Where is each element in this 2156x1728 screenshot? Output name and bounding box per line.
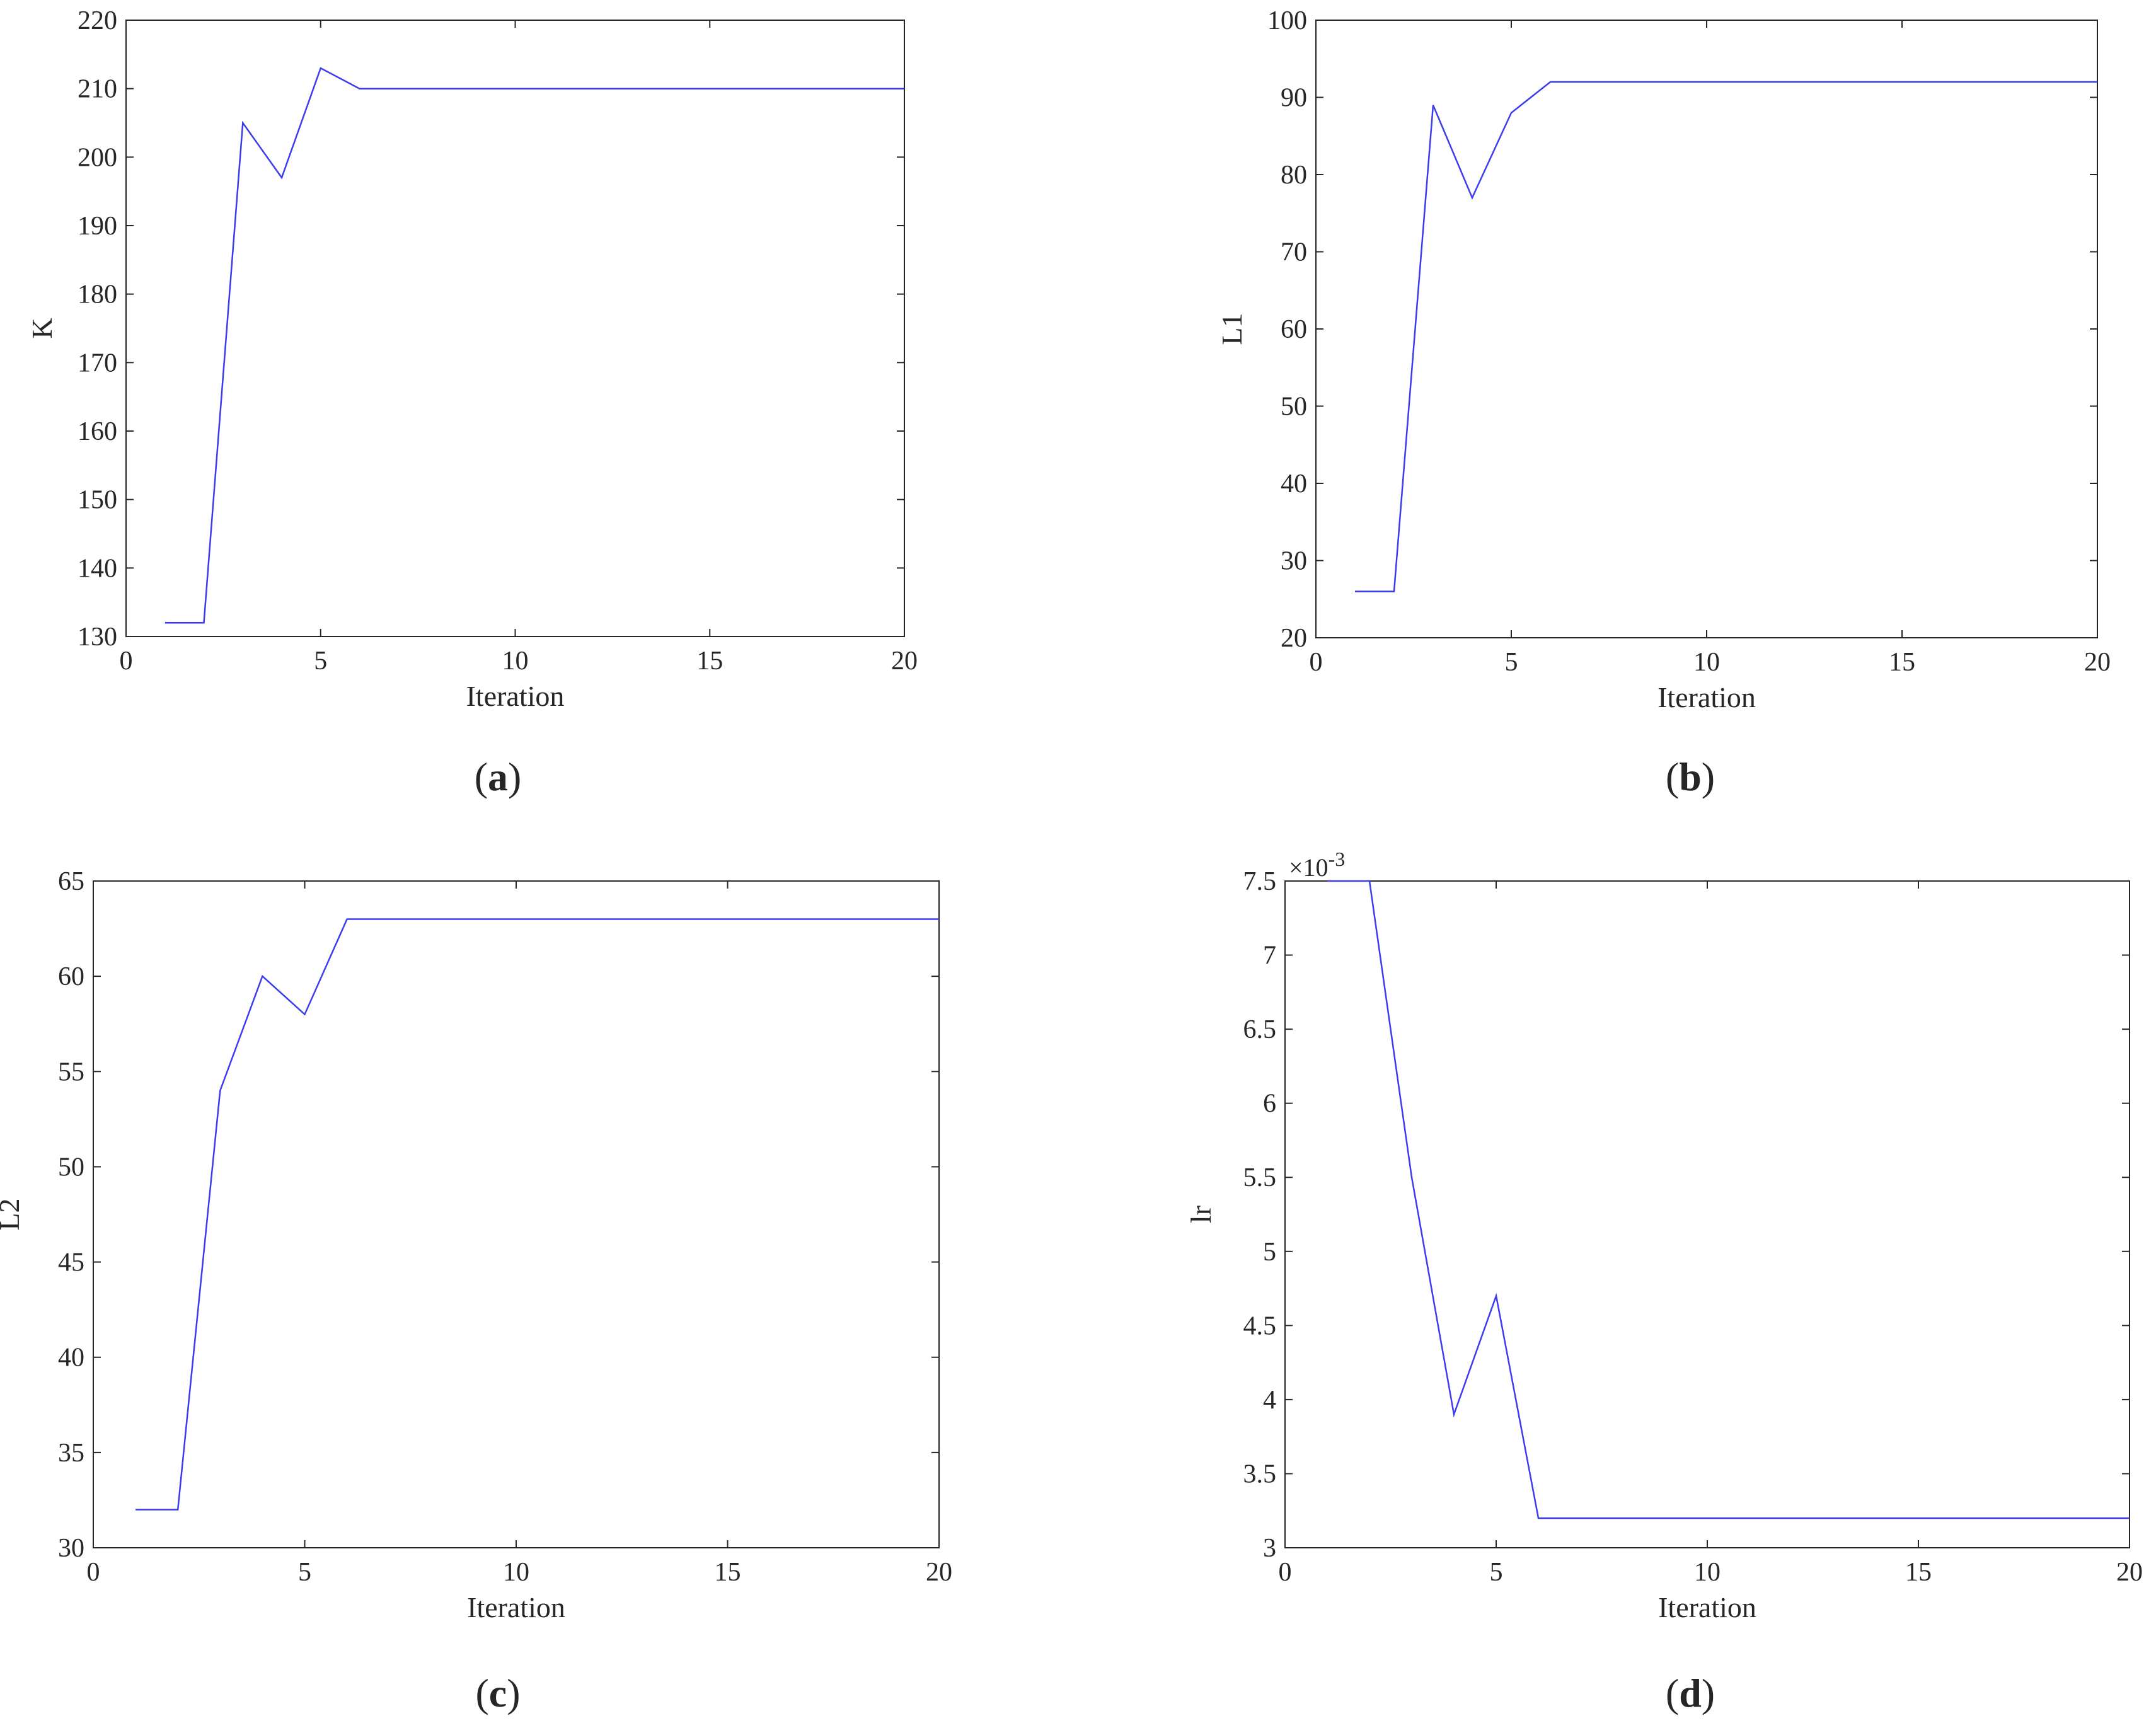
series-line <box>164 67 904 624</box>
x-axis-label: Iteration <box>466 680 565 712</box>
y-tick-label: 160 <box>78 417 117 446</box>
y-tick-label: 180 <box>78 280 117 309</box>
y-tick-label: 4 <box>1263 1386 1276 1415</box>
y-tick-label: 150 <box>78 486 117 515</box>
plot-area <box>1284 880 2130 1548</box>
x-tick-label: 10 <box>1694 1558 1721 1587</box>
y-axis-label: L2 <box>0 1198 25 1230</box>
y-tick-label: 90 <box>1281 84 1307 113</box>
plot-area <box>93 880 940 1548</box>
series-line <box>135 918 939 1511</box>
x-axis-label: Iteration <box>1658 1591 1756 1623</box>
y-tick-label: 5 <box>1263 1238 1276 1267</box>
x-tick-label: 0 <box>1310 648 1323 677</box>
y-tick-label: 60 <box>1281 315 1307 344</box>
y-tick-label: 45 <box>58 1248 84 1277</box>
x-tick-label: 20 <box>2084 648 2111 677</box>
y-exponent-power: -3 <box>1329 848 1346 870</box>
y-exponent-base: ×10 <box>1289 853 1329 882</box>
y-axis-label: K <box>26 318 58 338</box>
y-tick-label: 6.5 <box>1243 1015 1277 1044</box>
x-axis-label: Iteration <box>467 1591 565 1623</box>
x-tick-label: 0 <box>87 1558 100 1587</box>
y-tick-label: 40 <box>1281 469 1307 498</box>
x-tick-label: 20 <box>891 647 918 676</box>
y-tick-label: 3 <box>1263 1534 1276 1563</box>
x-tick-label: 20 <box>926 1558 952 1587</box>
panel-a: (a) 0 5 10 15 20 130 140 150 160 170 180 190 200 210 2… <box>26 6 918 799</box>
y-tick-label: 30 <box>1281 547 1307 576</box>
y-tick-label: 7.5 <box>1243 867 1277 896</box>
x-tick-label: 5 <box>1490 1558 1503 1587</box>
x-tick-label: 10 <box>502 647 529 676</box>
x-tick-label: 5 <box>298 1558 311 1587</box>
y-tick-label: 3.5 <box>1243 1460 1277 1489</box>
y-tick-label: 50 <box>1281 393 1307 422</box>
panel-d: (d) 0 5 10 15 20 3 3.5 4 4.5 5 5.5 6 6.5 7 7.5 ×10-3 Ite… <box>1185 848 2143 1715</box>
y-tick-label: 60 <box>58 962 84 991</box>
y-tick-label: 4.5 <box>1243 1311 1277 1340</box>
panel-a-caption-letter: a <box>488 754 508 799</box>
x-tick-label: 5 <box>314 647 327 676</box>
x-tick-label: 5 <box>1505 648 1518 677</box>
plot-area <box>125 20 905 637</box>
y-tick-label: 140 <box>78 554 117 583</box>
y-tick-label: 6 <box>1263 1090 1276 1119</box>
series-line <box>1327 880 2130 1519</box>
y-tick-label: 130 <box>78 623 117 652</box>
panel-c-caption: (c) <box>475 1671 520 1715</box>
y-tick-label: 20 <box>1281 624 1307 653</box>
y-tick-label: 65 <box>58 867 84 896</box>
panel-a-caption: (a) <box>475 754 522 799</box>
panel-b: (b) 0 5 10 15 20 20 30 40 50 60 70 80 90 100 Iteration… <box>1216 6 2111 799</box>
y-tick-label: 210 <box>78 75 117 104</box>
x-tick-label: 20 <box>2116 1558 2143 1587</box>
y-tick-label: 40 <box>58 1344 84 1373</box>
panel-b-caption-letter: b <box>1679 754 1702 799</box>
y-exponent-label: ×10-3 <box>1289 848 1345 882</box>
y-axis-label: lr <box>1185 1206 1217 1223</box>
series-line <box>1355 81 2097 592</box>
x-tick-label: 0 <box>1279 1558 1292 1587</box>
y-tick-label: 80 <box>1281 161 1307 190</box>
y-tick-label: 55 <box>58 1057 84 1086</box>
x-tick-label: 15 <box>696 647 723 676</box>
panel-d-caption-letter: d <box>1679 1671 1702 1715</box>
panel-d-caption: (d) <box>1666 1671 1715 1715</box>
x-axis-label: Iteration <box>1657 681 1756 713</box>
panel-b-caption: (b) <box>1666 754 1715 799</box>
y-tick-label: 70 <box>1281 238 1307 267</box>
y-tick-label: 100 <box>1267 6 1307 35</box>
y-tick-label: 170 <box>78 348 117 377</box>
y-tick-label: 7 <box>1263 942 1276 971</box>
y-tick-label: 190 <box>78 212 117 241</box>
panel-c-caption-letter: c <box>489 1671 507 1715</box>
y-tick-label: 5.5 <box>1243 1163 1277 1192</box>
x-tick-label: 15 <box>1889 648 1915 677</box>
y-tick-label: 220 <box>78 6 117 35</box>
x-tick-label: 15 <box>715 1558 741 1587</box>
y-tick-label: 50 <box>58 1153 84 1182</box>
panel-c: (c) 0 5 10 15 20 30 35 40 45 50 55 60 65 Iteration L2 <box>0 867 952 1715</box>
y-tick-label: 35 <box>58 1439 84 1468</box>
y-tick-label: 30 <box>58 1534 84 1563</box>
x-tick-label: 15 <box>1905 1558 1932 1587</box>
y-tick-label: 200 <box>78 143 117 172</box>
x-tick-label: 10 <box>1693 648 1720 677</box>
x-tick-label: 0 <box>120 647 133 676</box>
x-tick-label: 10 <box>503 1558 529 1587</box>
y-axis-label: L1 <box>1216 313 1248 345</box>
